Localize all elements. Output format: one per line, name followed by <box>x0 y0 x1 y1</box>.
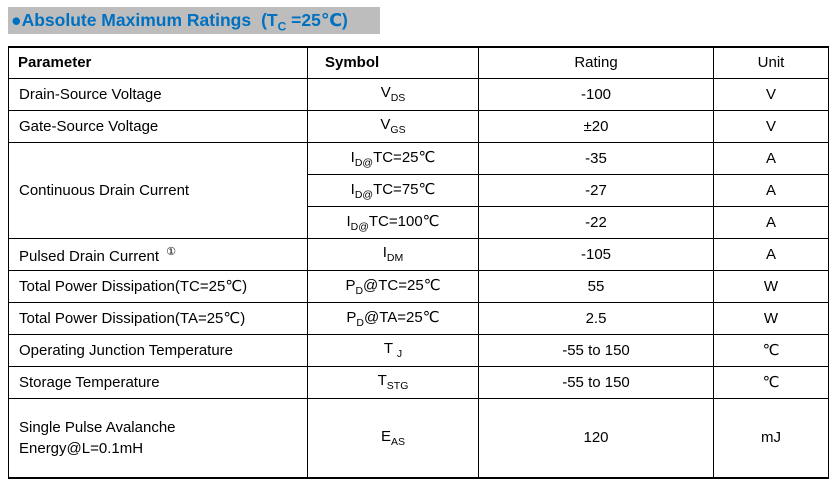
table-row: Total Power Dissipation(TC=25℃) PD@TC=25… <box>8 269 829 303</box>
rating-cell: 120 <box>478 397 714 479</box>
table-row: Total Power Dissipation(TA=25℃) PD@TA=25… <box>8 301 829 335</box>
rating-cell: ±20 <box>478 109 714 143</box>
table-row: Single Pulse Avalanche Energy@L=0.1mH EA… <box>8 397 829 479</box>
table-row: Storage Temperature TSTG -55 to 150 ℃ <box>8 365 829 399</box>
symbol-cell: ID@TC=25℃ <box>307 141 479 175</box>
unit-cell: A <box>713 173 829 207</box>
unit-cell: A <box>713 205 829 239</box>
rating-cell: -22 <box>478 205 714 239</box>
unit-cell: ℃ <box>713 333 829 367</box>
symbol-cell: ID@TC=100℃ <box>307 205 479 239</box>
col-header-parameter: Parameter <box>8 46 308 79</box>
rating-cell: -55 to 150 <box>478 333 714 367</box>
unit-cell: W <box>713 269 829 303</box>
unit-cell: A <box>713 141 829 175</box>
unit-cell: ℃ <box>713 365 829 399</box>
table-row: ID@TC=75℃ -27 A <box>9 173 829 207</box>
param-cell: Drain-Source Voltage <box>8 77 308 111</box>
unit-cell: V <box>713 109 829 143</box>
symbol-cell: TSTG <box>307 365 479 399</box>
symbol-cell: EAS <box>307 397 479 479</box>
unit-cell: V <box>713 77 829 111</box>
bullet-icon: ● <box>11 10 22 30</box>
unit-cell: W <box>713 301 829 335</box>
rating-cell: -100 <box>478 77 714 111</box>
param-cell: Storage Temperature <box>8 365 308 399</box>
param-cell: Gate-Source Voltage <box>8 109 308 143</box>
rating-cell: -55 to 150 <box>478 365 714 399</box>
table-row: Gate-Source Voltage VGS ±20 V <box>8 109 829 143</box>
symbol-cell: T J <box>307 333 479 367</box>
unit-cell: mJ <box>713 397 829 479</box>
table-row: Drain-Source Voltage VDS -100 V <box>8 77 829 111</box>
rating-cell: -27 <box>478 173 714 207</box>
symbol-cell: IDM <box>307 237 479 271</box>
unit-cell: A <box>713 237 829 271</box>
note-circled-1: ① <box>166 245 176 258</box>
table-row: Continuous Drain Current ID@TC=25℃ -35 A <box>8 141 829 239</box>
symbol-cell: PD@TA=25℃ <box>307 301 479 335</box>
param-cell: Pulsed Drain Current ① <box>8 237 308 271</box>
abs-max-ratings-table: Parameter Symbol Rating Unit Drain-Sourc… <box>8 46 829 479</box>
param-cell-merged: Continuous Drain Current <box>8 141 308 239</box>
col-header-symbol: Symbol <box>307 46 479 79</box>
header-row: Parameter Symbol Rating Unit <box>8 46 829 79</box>
symbol-cell: VGS <box>307 109 479 143</box>
rating-cell: 55 <box>478 269 714 303</box>
table-row: Operating Junction Temperature T J -55 t… <box>8 333 829 367</box>
rating-cell: 2.5 <box>478 301 714 335</box>
title-condition-subscript: C <box>277 19 287 34</box>
section-title: ●Absolute Maximum Ratings (TC =25℃) <box>8 7 380 34</box>
section-title-text: Absolute Maximum Ratings <box>21 10 252 30</box>
symbol-cell: ID@TC=75℃ <box>307 173 479 207</box>
col-header-unit: Unit <box>713 46 829 79</box>
param-cell: Total Power Dissipation(TA=25℃) <box>8 301 308 335</box>
title-condition: (TC =25℃) <box>261 10 348 34</box>
col-header-rating: Rating <box>478 46 714 79</box>
rating-cell: -35 <box>478 141 714 175</box>
symbol-cell: PD@TC=25℃ <box>307 269 479 303</box>
symbol-cell: VDS <box>307 77 479 111</box>
rating-cell: -105 <box>478 237 714 271</box>
param-cell: Total Power Dissipation(TC=25℃) <box>8 269 308 303</box>
param-cell: Single Pulse Avalanche Energy@L=0.1mH <box>8 397 308 479</box>
table-row: ID@TC=100℃ -22 A <box>9 205 829 239</box>
table-row: Pulsed Drain Current ① IDM -105 A <box>8 237 829 271</box>
param-cell: Operating Junction Temperature <box>8 333 308 367</box>
